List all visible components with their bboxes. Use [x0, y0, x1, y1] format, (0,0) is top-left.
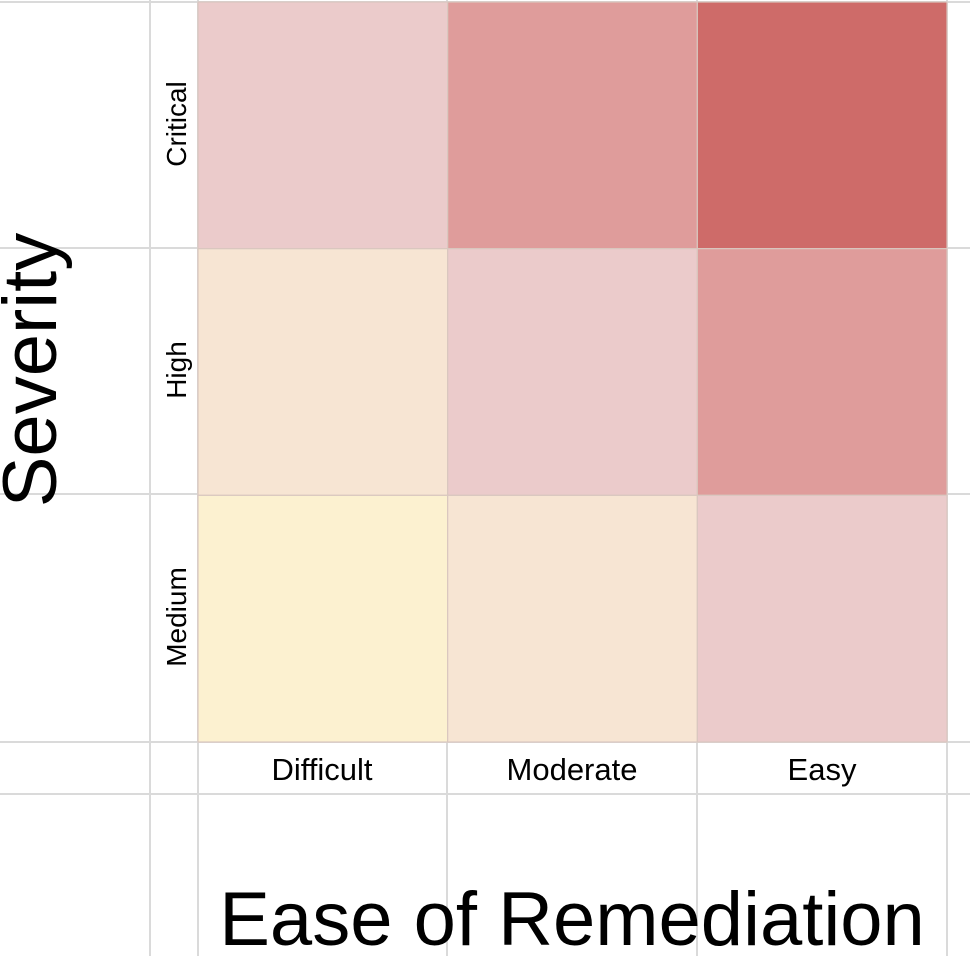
y-tick-labels: Critical High Medium [161, 81, 192, 667]
col-label-difficult: Difficult [271, 752, 372, 787]
heatmap-cell-medium-easy [696, 494, 948, 743]
y-axis-title: Severity [0, 233, 73, 508]
heatmap-cell-medium-difficult [197, 494, 449, 743]
x-tick-labels: Difficult Moderate Easy [271, 752, 856, 787]
row-label-high: High [161, 341, 192, 399]
heatmap-cell-critical-easy [696, 1, 948, 250]
heatmap-cell-high-difficult [197, 248, 449, 496]
heatmap-cell-medium-moderate [447, 494, 698, 743]
col-label-moderate: Moderate [507, 752, 638, 787]
col-label-easy: Easy [788, 752, 857, 787]
x-axis-title: Ease of Remediation [219, 877, 925, 956]
row-label-critical: Critical [161, 81, 192, 167]
heatmap-cell-critical-difficult [197, 1, 449, 250]
heatmap-cell-critical-moderate [447, 1, 698, 250]
heatmap-cell-high-moderate [447, 248, 698, 496]
heatmap-cells [197, 1, 948, 743]
heatmap-cell-high-easy [696, 248, 948, 496]
row-label-medium: Medium [161, 567, 192, 667]
